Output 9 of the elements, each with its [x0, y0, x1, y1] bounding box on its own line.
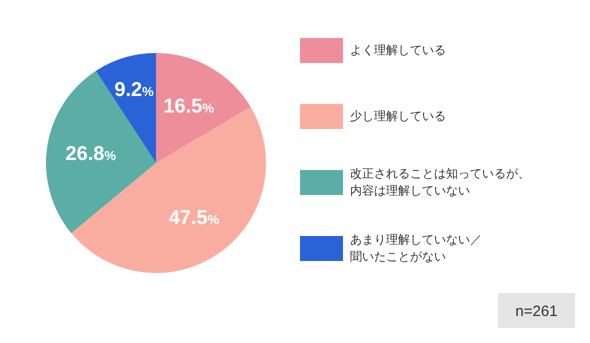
legend-label: よく理解している: [350, 43, 446, 57]
legend-label: 少し理解している: [350, 109, 446, 123]
data-label: 47.5%: [168, 207, 220, 229]
data-label: 26.8%: [66, 143, 116, 166]
data-label: 9.2%: [114, 79, 154, 102]
text: n=261: [515, 303, 558, 320]
legend-label: あまり理解していない／聞いたことがない: [350, 232, 482, 264]
legend-label: 改正されることは知っているが、内容は理解していない: [350, 166, 530, 198]
data-label: 16.5%: [163, 96, 214, 118]
